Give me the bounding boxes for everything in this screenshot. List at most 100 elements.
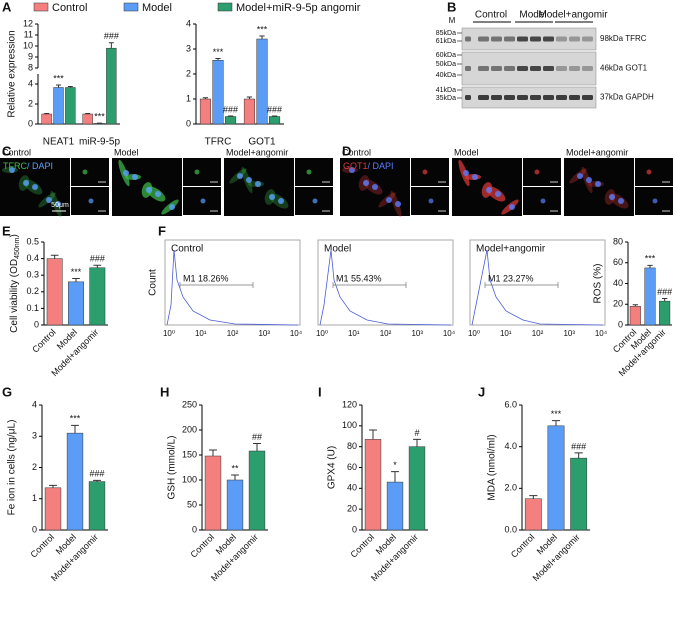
flow-x-tick-label: 10²	[532, 329, 544, 338]
bar	[387, 482, 403, 530]
significance-label: ***	[257, 24, 268, 34]
x-tick-label: Control	[509, 532, 537, 560]
error-bar	[215, 59, 220, 61]
y-tick-label: 0.0	[504, 524, 517, 534]
inset-signal	[429, 199, 434, 204]
panel-letter: A	[2, 0, 12, 14]
nucleus	[372, 184, 378, 190]
stain-label-part: GOT1	[343, 161, 368, 171]
bar	[659, 301, 670, 325]
y-tick-label: 9	[28, 51, 33, 61]
error-bar	[529, 496, 537, 499]
blot-band	[582, 66, 593, 71]
nucleus	[255, 181, 261, 187]
y-tick-label: 20	[347, 504, 357, 514]
blot-band-label: 46kDa GOT1	[600, 64, 648, 73]
bar	[249, 451, 265, 530]
y-tick-label: 40	[613, 278, 623, 288]
error-bar	[247, 97, 252, 99]
y-tick-label: 250	[182, 399, 197, 409]
inset-signal	[313, 199, 318, 204]
stain-label-part: / DAPI	[368, 161, 394, 171]
nucleus	[586, 177, 592, 183]
blot-band	[465, 66, 471, 71]
error-bar	[93, 265, 101, 267]
y-tick-label: 0	[34, 319, 39, 329]
inset-signal	[535, 170, 540, 175]
bar	[205, 456, 221, 530]
blot-band	[465, 37, 471, 42]
blot-band	[478, 66, 489, 71]
inset-signal	[653, 199, 658, 204]
significance-label: #	[414, 428, 419, 438]
y-tick-label: 1	[186, 93, 191, 103]
y-tick-label: 12	[23, 18, 33, 28]
bar	[409, 447, 425, 530]
bar	[548, 426, 564, 530]
blot-ladder-label: 41kDa	[436, 87, 456, 94]
panel-letter: J	[478, 384, 485, 399]
y-tick-label: 3	[32, 431, 37, 441]
stain-label-part: / DAPI	[27, 161, 53, 171]
y-tick-label: 60	[347, 462, 357, 472]
flow-gate-label: M1 18.26%	[183, 273, 229, 283]
y-tick-label: 4	[28, 78, 33, 88]
inset-signal	[201, 199, 206, 204]
inset-signal	[195, 170, 200, 175]
significance-label: ***	[645, 254, 656, 264]
blot-ladder-label: 40kDa	[436, 72, 456, 79]
flow-x-tick-label: 10⁰	[468, 329, 480, 338]
flow-histogram	[320, 250, 451, 325]
nucleus	[132, 174, 138, 180]
error-bar	[391, 472, 399, 482]
y-tick-label: 200	[182, 424, 197, 434]
scale-label: 50μm	[51, 202, 69, 209]
y-tick-label: 0.5	[26, 236, 39, 246]
nucleus	[246, 177, 252, 183]
error-bar	[552, 421, 560, 426]
blot-band	[491, 66, 502, 71]
nucleus	[146, 187, 152, 193]
inset-signal	[541, 199, 546, 204]
blot-band	[478, 95, 489, 100]
blot-band	[504, 95, 515, 100]
x-tick-label: Control	[189, 532, 217, 560]
legend-label: Model	[142, 2, 172, 14]
bar	[225, 117, 236, 125]
inset-signal	[647, 170, 652, 175]
significance-label: ***	[53, 73, 64, 83]
blot-band	[582, 95, 593, 100]
significance-label: ***	[94, 111, 105, 121]
bar	[227, 480, 243, 530]
y-tick-label: 4	[186, 18, 191, 28]
y-axis-label: Relative expression	[7, 30, 18, 117]
significance-label: ***	[551, 409, 562, 419]
nucleus	[486, 187, 492, 193]
x-tick-label: GOT1	[248, 137, 276, 148]
x-tick-label: TFRC	[205, 137, 232, 148]
y-axis-label-part: Cell viability (OD	[9, 259, 20, 333]
significance-label: ##	[252, 432, 262, 442]
blot-band	[543, 37, 554, 42]
flow-x-tick-label: 10⁰	[163, 329, 175, 338]
y-tick-label: 2.0	[504, 483, 517, 493]
y-tick-label: 10	[23, 40, 33, 50]
y-tick-label: 20	[613, 299, 623, 309]
bar	[68, 282, 83, 325]
nucleus	[609, 194, 615, 200]
bar	[630, 306, 641, 325]
nucleus	[595, 181, 601, 187]
nucleus	[577, 173, 583, 179]
blot-band	[465, 95, 471, 100]
flow-title: Control	[171, 244, 203, 255]
blot-band	[517, 66, 528, 71]
y-tick-label: 2	[28, 98, 33, 108]
error-bar	[49, 485, 57, 488]
error-bar	[44, 114, 49, 115]
legend-label: Model+miR-9-5p angomir	[236, 2, 361, 14]
y-tick-label: 0	[618, 319, 623, 329]
panel-letter: F	[158, 223, 166, 238]
nucleus	[237, 173, 243, 179]
x-tick-label: miR-9-5p	[79, 137, 121, 148]
flow-x-tick-label: 10³	[563, 329, 575, 338]
